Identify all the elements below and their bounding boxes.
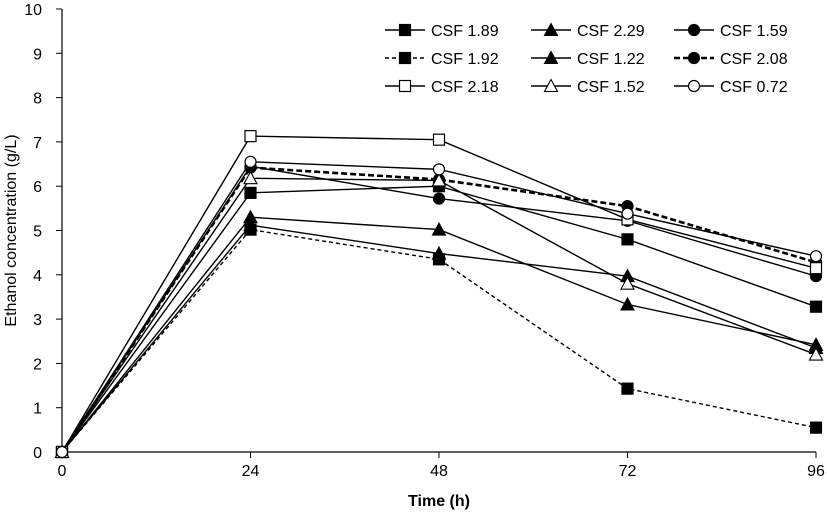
legend-item: CSF 1.59 <box>674 23 788 40</box>
x-tick-label: 72 <box>619 463 637 480</box>
marker-triangle <box>620 276 635 290</box>
marker-circle <box>687 51 701 65</box>
series-layer <box>54 130 824 459</box>
y-tick-label: 4 <box>33 268 42 285</box>
marker-triangle <box>243 217 258 232</box>
series-line <box>60 166 817 453</box>
marker-square <box>809 262 823 275</box>
marker-circle <box>687 23 701 37</box>
marker-triangle <box>243 170 258 185</box>
legend-item: CSF 2.29 <box>531 22 645 40</box>
legend-label: CSF 1.59 <box>720 23 788 40</box>
legend-label: CSF 1.22 <box>577 51 645 68</box>
legend-label: CSF 2.29 <box>577 23 645 40</box>
legend-label: CSF 1.89 <box>431 23 499 40</box>
y-tick-label: 0 <box>33 445 42 462</box>
y-tick-label: 6 <box>33 179 42 196</box>
y-tick-label: 9 <box>33 46 42 63</box>
legend-item: CSF 2.08 <box>674 51 788 68</box>
y-axis-title: Ethanol concentration (g/L) <box>3 134 20 326</box>
marker-square <box>244 186 257 199</box>
legend-item: CSF 0.72 <box>674 79 788 96</box>
marker-triangle <box>543 22 559 37</box>
legend-item: CSF 2.18 <box>385 79 499 96</box>
legend-item: CSF 1.92 <box>385 51 499 68</box>
marker-circle <box>621 207 634 220</box>
legend-item: CSF 1.89 <box>385 23 499 40</box>
y-tick-label: 10 <box>24 2 42 19</box>
marker-square <box>398 23 412 37</box>
marker-circle <box>55 445 69 459</box>
x-tick-label: 96 <box>807 463 825 480</box>
y-tick-label: 1 <box>33 401 42 418</box>
legend-label: CSF 1.92 <box>431 51 499 68</box>
marker-square <box>809 300 823 313</box>
legend-item: CSF 1.22 <box>531 50 645 68</box>
axes: 0 1 2 3 4 5 6 7 8 9 10 0 24 48 72 96 <box>24 2 825 480</box>
legend: CSF 1.89 CSF 2.29 CSF 1.59 CSF 1.92 CSF 1.22… <box>375 16 809 103</box>
y-tick-label: 8 <box>33 91 42 108</box>
marker-square <box>398 79 412 93</box>
x-axis-title: Time (h) <box>408 493 470 510</box>
series-csf-0-72 <box>55 155 823 459</box>
marker-circle <box>687 79 701 93</box>
marker-square <box>398 51 412 65</box>
legend-label: CSF 0.72 <box>720 79 788 96</box>
x-tick-label: 48 <box>430 463 448 480</box>
marker-circle <box>244 155 257 168</box>
y-tick-label: 3 <box>33 312 42 329</box>
legend-item: CSF 1.52 <box>531 78 645 96</box>
legend-label: CSF 2.18 <box>431 79 499 96</box>
marker-circle <box>432 192 446 205</box>
y-tick-label: 2 <box>33 356 42 373</box>
marker-triangle <box>431 172 447 187</box>
y-tick-label: 5 <box>33 224 42 241</box>
marker-square <box>809 421 823 434</box>
marker-triangle <box>620 296 635 311</box>
marker-circle <box>432 163 446 176</box>
legend-background <box>375 16 809 103</box>
x-tick-label: 24 <box>242 463 260 480</box>
legend-label: CSF 1.52 <box>577 79 645 96</box>
marker-square <box>621 233 634 246</box>
marker-triangle <box>808 346 824 361</box>
marker-square <box>244 130 257 143</box>
x-tick-label: 0 <box>58 463 67 480</box>
marker-square <box>432 133 446 146</box>
marker-triangle <box>543 78 559 93</box>
legend-label: CSF 2.08 <box>720 51 788 68</box>
marker-square <box>621 382 634 395</box>
marker-circle <box>809 250 823 263</box>
marker-triangle <box>543 50 559 65</box>
marker-triangle <box>431 221 447 236</box>
y-tick-label: 7 <box>33 135 42 152</box>
marker-triangle <box>431 245 447 260</box>
